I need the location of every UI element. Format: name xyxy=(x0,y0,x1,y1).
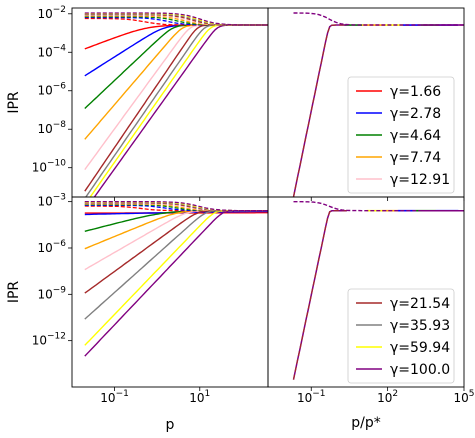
y-axis-label-bottom: IPR xyxy=(6,281,22,304)
legend-bottom-right: γ=21.54 γ=35.93 γ=59.94 γ=100.0 xyxy=(347,288,455,384)
x-tick-label-bottom-right-0: 10−1 xyxy=(297,389,326,405)
legend-label-4: γ=100.0 xyxy=(390,362,450,378)
legend-label-3: γ=59.94 xyxy=(390,340,450,356)
frame-top-left xyxy=(71,7,269,198)
frame-bottom-left xyxy=(71,196,269,388)
plot-area-top-left xyxy=(84,12,268,197)
y-tick-label-top-left-4: 10−2 xyxy=(37,5,66,21)
y-tick-label-top-left-3: 10−4 xyxy=(37,43,66,59)
series-dashed-9 xyxy=(84,12,268,26)
panel-bottom-right: 10−1 102 105 γ=21.54 γ=35.93 γ=59.94 γ=100.0 xyxy=(267,196,475,405)
y-tick-label-bottom-left-0: 10−12 xyxy=(32,332,66,348)
legend-label-3: γ=4.64 xyxy=(390,128,441,144)
legend-label-5: γ=12.91 xyxy=(390,172,450,188)
series-solid-6 xyxy=(84,210,268,294)
series-solid-8 xyxy=(89,24,268,197)
legend-label-2: γ=35.93 xyxy=(390,318,450,334)
legend-label-1: γ=21.54 xyxy=(390,296,450,312)
collapse-solid-overlay xyxy=(292,24,347,197)
legend-label-4: γ=7.74 xyxy=(390,150,441,166)
series-solid-4 xyxy=(84,210,268,250)
legend-top-right: γ=1.66 γ=2.78 γ=4.64 γ=7.74 γ=12.91 xyxy=(347,76,455,194)
panel-bottom-left: 10−1 101 10−12 10−9 10−6 10−3 xyxy=(32,193,269,405)
collapse-solid-curve xyxy=(292,24,347,197)
collapse-dashed-curve xyxy=(293,201,464,212)
collapse-solid-curve xyxy=(292,209,347,380)
y-tick-label-top-left-2: 10−6 xyxy=(37,82,66,98)
series-solid-9 xyxy=(93,24,268,197)
frame-bottom-right xyxy=(267,196,465,388)
panel-top-right: γ=1.66 γ=2.78 γ=4.64 γ=7.74 γ=12.91 xyxy=(267,7,465,201)
plot-area-bottom-right xyxy=(292,201,464,380)
y-tick-label-top-left-1: 10−8 xyxy=(37,120,66,136)
y-tick-label-bottom-left-2: 10−6 xyxy=(37,239,66,255)
plot-area-top-right xyxy=(292,12,464,197)
x-tick-label-bottom-left-0: 10−1 xyxy=(100,389,129,405)
collapse-dashed-curve xyxy=(293,12,464,26)
x-tick-label-bottom-right-2: 105 xyxy=(453,389,474,405)
legend-frame xyxy=(347,76,455,194)
y-tick-label-bottom-left-3: 10−3 xyxy=(37,193,66,209)
series-solid-5 xyxy=(84,24,268,171)
y-axis-label-top: IPR xyxy=(6,91,22,114)
legend-label-1: γ=1.66 xyxy=(390,84,441,100)
x-axis-label-right: p/p* xyxy=(351,415,381,431)
series-solid-9 xyxy=(84,210,268,357)
series-dashed-9 xyxy=(84,200,268,212)
series-solid-5 xyxy=(84,210,268,271)
panel-top-left: 10−10 10−8 10−6 10−4 10−2 xyxy=(32,5,269,201)
legend-label-2: γ=2.78 xyxy=(390,106,441,122)
x-axis-label-left: p xyxy=(166,417,175,433)
legend-frame xyxy=(347,288,455,384)
series-solid-1 xyxy=(84,24,268,50)
y-tick-label-top-left-0: 10−10 xyxy=(32,159,67,175)
collapse-solid-overlay xyxy=(292,210,347,380)
x-tick-label-bottom-left-1: 101 xyxy=(189,389,210,405)
x-tick-label-bottom-right-1: 102 xyxy=(377,389,398,405)
y-tick-label-bottom-left-1: 10−9 xyxy=(37,285,66,301)
series-solid-8 xyxy=(84,210,268,346)
plot-area-bottom-left xyxy=(84,200,268,357)
